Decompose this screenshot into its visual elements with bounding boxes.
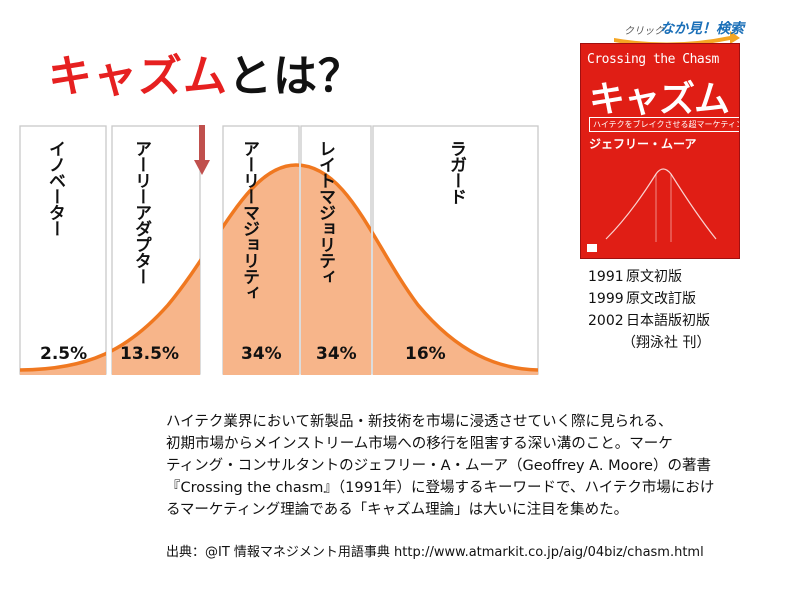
- book-title: キャズム: [589, 79, 730, 120]
- column-label-early-adopters: アーリーアダプター: [131, 140, 151, 284]
- publication-row: 1991 原文初版: [588, 269, 682, 285]
- description-line: ハイテク業界において新製品・新技術を市場に浸透させていく際に見られる、: [166, 414, 673, 430]
- percent-early-majority: 34%: [241, 344, 282, 364]
- description-line: ティング・コンサルタントのジェフリー・A・ムーア（Geoffrey A. Moo…: [166, 458, 711, 474]
- publication-row: 1999 原文改訂版: [588, 291, 696, 307]
- percent-laggards: 16%: [405, 344, 446, 364]
- percent-late-majority: 34%: [316, 344, 357, 364]
- book-chasm-art-icon: [605, 168, 717, 242]
- column-label-innovators: イノベーター: [45, 140, 65, 236]
- banner-arrow-icon: [614, 31, 740, 44]
- column-label-laggards: ラガード: [446, 140, 466, 204]
- title-rest: とは？: [228, 51, 363, 102]
- page-title: キャズムとは？: [48, 40, 363, 104]
- column-innovators: [19, 125, 107, 375]
- book-author: ジェフリー・ムーア: [589, 137, 697, 151]
- column-label-late-majority: レイトマジョリティ: [315, 140, 335, 284]
- banner-look-inside-label[interactable]: なか見！検索: [660, 21, 744, 37]
- book-cover[interactable]: Crossing the Chasm キャズム ハイテクをブレイクさせる超マーケ…: [580, 43, 740, 259]
- description-line: るマーケティング理論である「キャズム理論」は大いに注目を集めた。: [166, 502, 629, 518]
- source-citation: 出典：@IT 情報マネジメント用語事典 http://www.atmarkit.…: [166, 545, 704, 560]
- chasm-arrow-head: [194, 160, 210, 175]
- banner-click-label[interactable]: クリック: [624, 26, 664, 37]
- title-accent: キャズム: [48, 51, 228, 102]
- bell-curve-fill: [20, 165, 538, 375]
- chasm-arrow-shaft: [199, 125, 205, 160]
- bell-curve-line: [20, 163, 538, 372]
- description-line: 初期市場からメインストリーム市場への移行を阻害する深い溝のこと。マーケ: [166, 436, 673, 452]
- publisher-note: （翔泳社 刊）: [622, 335, 711, 351]
- chasm-diagram: [19, 125, 539, 375]
- column-label-early-majority: アーリーマジョリティ: [239, 140, 259, 300]
- publisher-logo-icon: [587, 244, 597, 252]
- description: ハイテク業界において新製品・新技術を市場に浸透させていく際に見られる、 初期市場…: [166, 411, 726, 521]
- percent-innovators: 2.5%: [40, 344, 88, 364]
- percent-early-adopters: 13.5%: [120, 344, 179, 364]
- book-english-title: Crossing the Chasm: [587, 52, 719, 67]
- description-line: 『Crossing the chasm』（1991年）に登場するキーワードで、ハ…: [166, 480, 715, 496]
- book-subtitle: ハイテクをブレイクさせる超マーケティング理論: [589, 117, 739, 132]
- publication-row: 2002 日本語版初版: [588, 313, 710, 329]
